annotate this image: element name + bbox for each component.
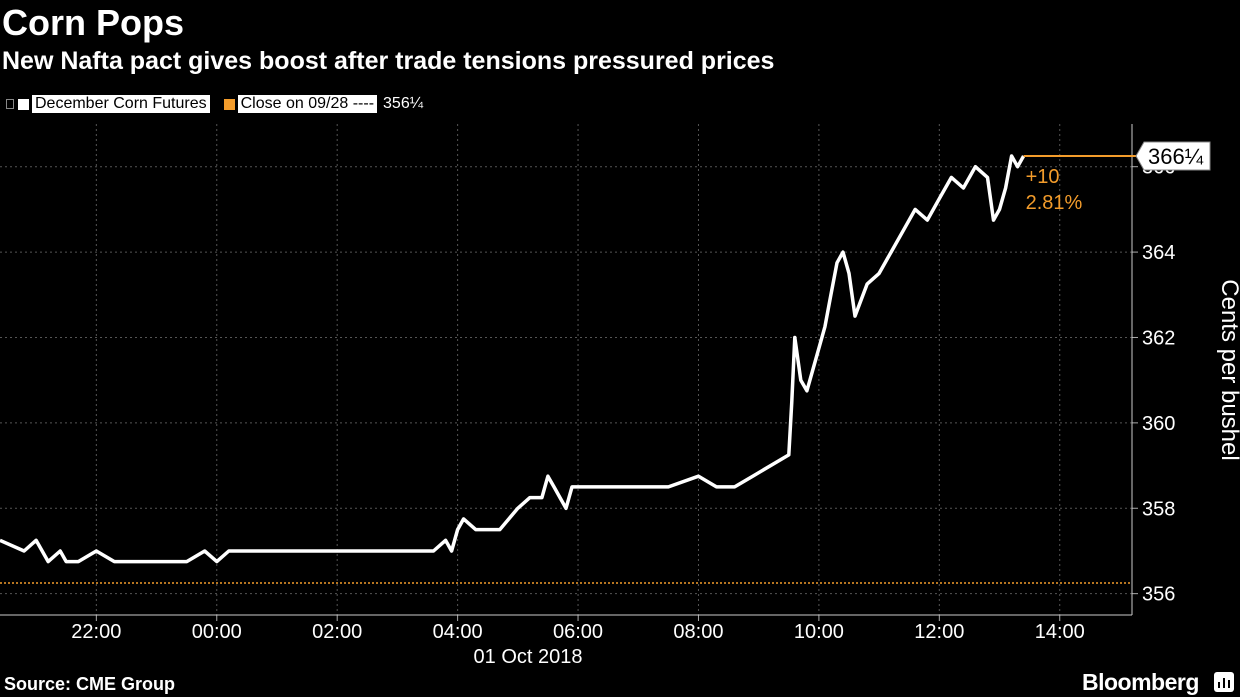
chart-subtitle: New Nafta pact gives boost after trade t… <box>2 47 775 75</box>
last-value-tag <box>1135 141 1211 171</box>
y-tick-label: 358 <box>1142 498 1175 520</box>
x-tick-label: 14:00 <box>1035 621 1085 643</box>
change-annotation: +10 <box>1026 166 1060 188</box>
bloomberg-terminal-icon <box>1214 672 1234 692</box>
legend-reference-swatch <box>223 98 235 110</box>
x-tick-label: 12:00 <box>914 621 964 643</box>
legend: December Corn Futures Close on 09/28 ---… <box>6 94 423 114</box>
x-tick-label: 08:00 <box>673 621 723 643</box>
series-line-december-corn <box>0 154 1026 564</box>
y-tick-label: 364 <box>1142 242 1175 264</box>
source-note: Source: CME Group <box>4 674 176 694</box>
legend-series-label: December Corn Futures <box>32 95 210 113</box>
legend-handle-icon <box>6 99 14 109</box>
legend-reference[interactable]: Close on 09/28 ---- 356¼ <box>223 95 424 113</box>
y-tick-label: 360 <box>1142 413 1175 435</box>
y-tick-label: 356 <box>1142 584 1175 606</box>
x-axis-label: 01 Oct 2018 <box>474 646 583 668</box>
brand-wordmark: Bloomberg <box>1082 669 1199 695</box>
x-tick-label: 02:00 <box>312 621 362 643</box>
legend-series[interactable]: December Corn Futures <box>6 95 224 113</box>
x-tick-label: 06:00 <box>553 621 603 643</box>
chart-title: Corn Pops <box>2 2 185 43</box>
legend-reference-value: 356¼ <box>383 95 424 112</box>
x-tick-label: 10:00 <box>794 621 844 643</box>
legend-series-swatch <box>18 98 29 110</box>
x-tick-label: 04:00 <box>433 621 483 643</box>
y-axis-label: Cents per bushel <box>1216 279 1240 460</box>
change-pct-annotation: 2.81% <box>1026 192 1083 214</box>
last-value-tag-label: 366¼ <box>1148 144 1204 169</box>
x-tick-label: 22:00 <box>71 621 121 643</box>
x-tick-label: 00:00 <box>192 621 242 643</box>
y-tick-label: 362 <box>1142 327 1175 349</box>
legend-reference-label: Close on 09/28 ---- <box>237 95 378 113</box>
